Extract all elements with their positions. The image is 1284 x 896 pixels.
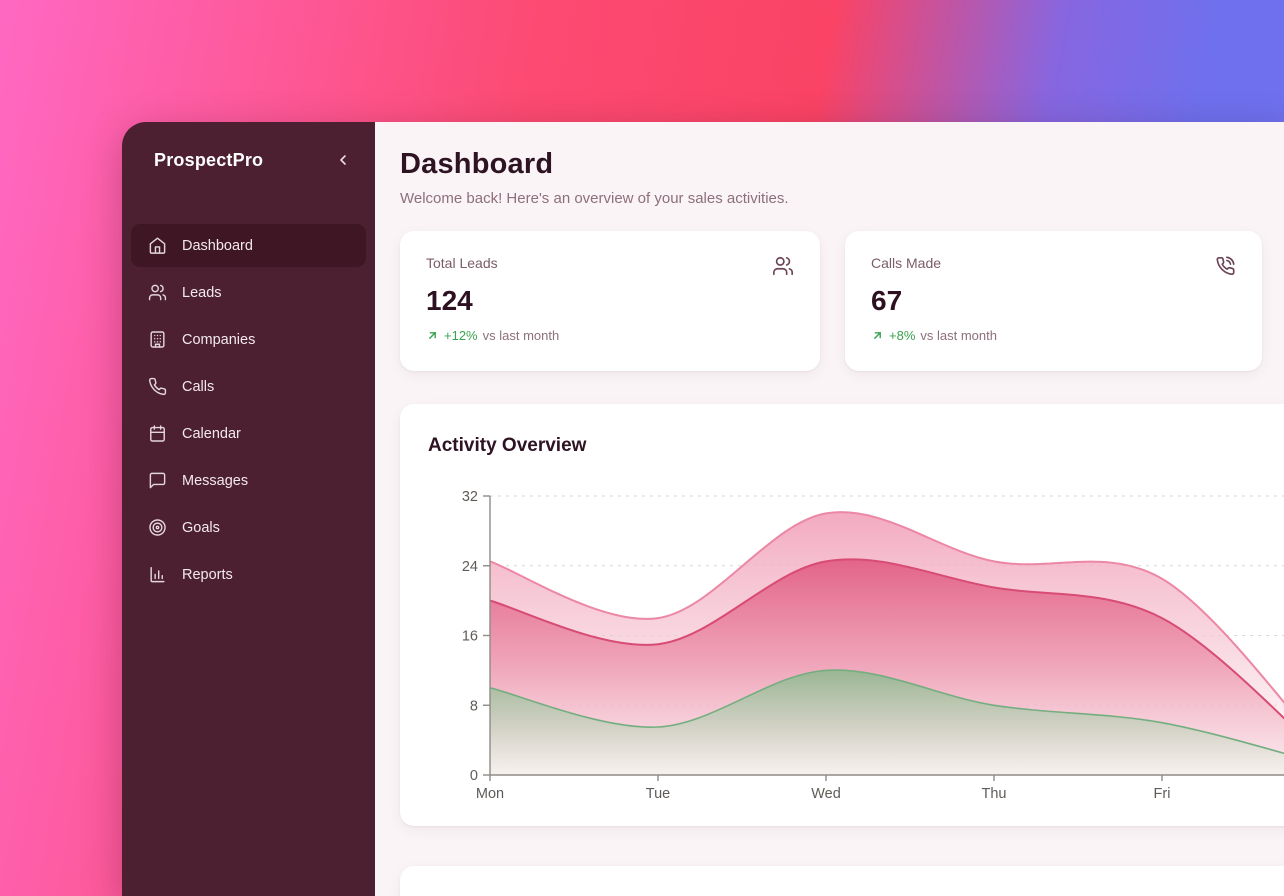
- page-subtitle: Welcome back! Here's an overview of your…: [400, 190, 789, 207]
- stats-row: Total Leads 124 +12% vs last month Calls: [400, 231, 1284, 371]
- bar-chart-icon: [148, 565, 167, 584]
- calendar-icon: [148, 424, 167, 443]
- phone-call-icon: [1214, 255, 1236, 277]
- y-tick-label: 8: [470, 698, 478, 714]
- x-tick-label: Tue: [646, 786, 670, 802]
- x-tick-label: Wed: [811, 786, 841, 802]
- stat-label: Total Leads: [426, 255, 498, 271]
- sidebar-item-label: Calendar: [182, 425, 241, 442]
- page-title: Dashboard: [400, 148, 554, 180]
- trending-up-icon: [871, 329, 884, 342]
- area-lower-green: [490, 670, 1284, 775]
- stat-trend-percent: +12%: [444, 328, 478, 343]
- x-tick-label: Fri: [1154, 786, 1171, 802]
- sidebar-item-leads[interactable]: Leads: [131, 271, 366, 314]
- trending-up-icon: [426, 329, 439, 342]
- sidebar-item-label: Companies: [182, 331, 256, 348]
- sidebar-item-label: Leads: [182, 284, 222, 301]
- stat-value: 67: [871, 285, 903, 316]
- message-square-icon: [148, 471, 167, 490]
- sidebar-item-label: Messages: [182, 472, 249, 489]
- stat-trend-suffix: vs last month: [482, 328, 560, 343]
- sidebar-item-reports[interactable]: Reports: [131, 553, 366, 596]
- stat-card-calls-made: Calls Made 67 +8% vs last month: [845, 231, 1262, 371]
- stat-trend-suffix: vs last month: [920, 328, 997, 343]
- phone-icon: [148, 377, 167, 396]
- sidebar-item-companies[interactable]: Companies: [131, 318, 366, 361]
- bottom-card-partial: [400, 866, 1284, 896]
- main-content: Dashboard Welcome back! Here's an overvi…: [375, 122, 1284, 896]
- stat-trend-percent: +8%: [889, 328, 916, 343]
- stat-value: 124: [426, 285, 473, 316]
- y-tick-label: 32: [462, 489, 478, 505]
- x-tick-label: Thu: [982, 786, 1007, 802]
- sidebar-item-label: Dashboard: [182, 237, 253, 254]
- target-icon: [148, 518, 167, 537]
- building-icon: [148, 330, 167, 349]
- y-tick-label: 0: [470, 768, 478, 784]
- sidebar-item-goals[interactable]: Goals: [131, 506, 366, 549]
- chevron-left-icon: [335, 152, 351, 168]
- app-window: ProspectPro Dashboard Leads: [122, 122, 1284, 896]
- x-tick-label: Mon: [476, 786, 504, 802]
- stat-label: Calls Made: [871, 255, 942, 271]
- y-tick-label: 24: [462, 559, 478, 575]
- sidebar-item-dashboard[interactable]: Dashboard: [131, 224, 366, 267]
- sidebar-header: ProspectPro: [122, 146, 375, 174]
- activity-chart: 0 8 16 24 32 Mon Tue Wed Thu Fri: [462, 489, 1284, 802]
- sidebar-item-calls[interactable]: Calls: [131, 365, 366, 408]
- users-icon: [772, 255, 794, 277]
- app-logo: ProspectPro: [154, 149, 264, 170]
- sidebar-nav: Dashboard Leads Companies Calls: [122, 224, 375, 600]
- chart-title: Activity Overview: [428, 435, 587, 456]
- line-lower-green: [489, 669, 1284, 755]
- sidebar-collapse-button[interactable]: [333, 150, 353, 170]
- home-icon: [148, 236, 167, 255]
- sidebar: ProspectPro Dashboard Leads: [122, 122, 375, 896]
- line-upper-light-pink: [489, 511, 1284, 704]
- activity-overview-card: Activity Overview 0 8 16 24 32 Mon Tue Wed Thu Fr…: [400, 404, 1284, 826]
- y-tick-label: 16: [462, 629, 478, 645]
- sidebar-item-label: Calls: [182, 378, 215, 395]
- users-icon: [148, 283, 167, 302]
- sidebar-item-label: Goals: [182, 519, 220, 536]
- sidebar-item-messages[interactable]: Messages: [131, 459, 366, 502]
- sidebar-item-calendar[interactable]: Calendar: [131, 412, 366, 455]
- line-middle-dark-pink: [489, 558, 1284, 720]
- sidebar-item-label: Reports: [182, 566, 233, 583]
- stat-card-total-leads: Total Leads 124 +12% vs last month: [400, 231, 820, 371]
